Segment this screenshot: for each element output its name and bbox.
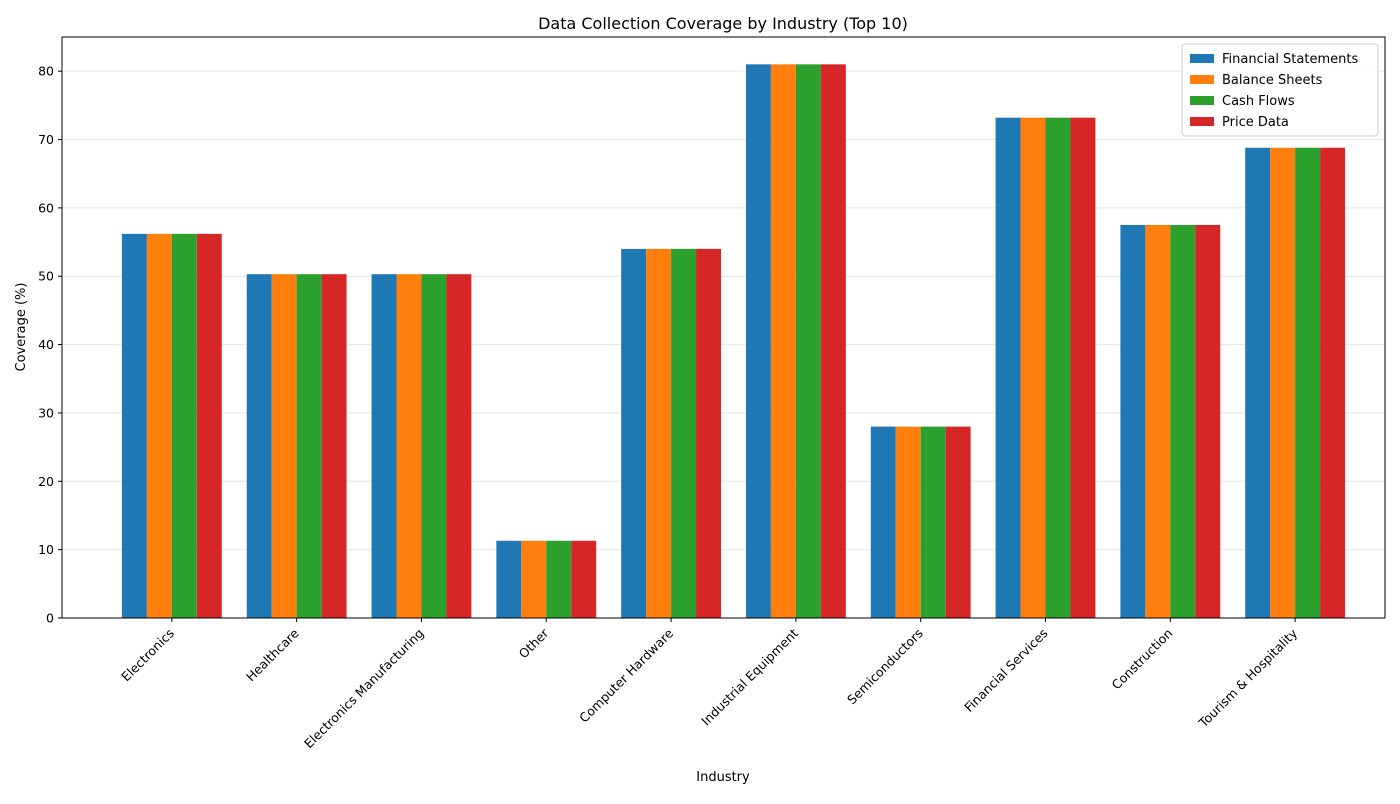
y-axis: 0 10 20 30 40 50 60 70 80 (38, 64, 62, 626)
bar (571, 540, 597, 618)
bars (121, 64, 1346, 619)
bar (196, 233, 222, 618)
legend-swatch (1190, 75, 1214, 84)
y-tick-label: 30 (38, 405, 54, 420)
y-tick-label: 40 (38, 337, 54, 352)
chart-title: Data Collection Coverage by Industry (To… (538, 14, 908, 33)
bar (1145, 224, 1171, 618)
y-tick-label: 80 (38, 64, 54, 79)
bar (121, 233, 147, 618)
bar (646, 248, 672, 619)
bar (371, 274, 397, 618)
bar (995, 117, 1021, 619)
x-tick-label: Computer Hardware (576, 625, 676, 725)
legend-swatch (1190, 117, 1214, 126)
bar (1245, 147, 1271, 619)
legend-swatch (1190, 96, 1214, 105)
x-tick-label: Healthcare (243, 625, 302, 684)
legend-label: Balance Sheets (1222, 73, 1323, 88)
bar (171, 233, 197, 618)
x-tick-label: Construction (1109, 626, 1176, 693)
legend[interactable]: Financial Statements Balance Sheets Cash F… (1181, 43, 1379, 137)
bar (1020, 117, 1046, 619)
x-tick-label: Financial Services (961, 626, 1050, 715)
bar (1295, 147, 1321, 619)
y-tick-label: 0 (46, 611, 54, 626)
x-axis: Electronics Healthcare Electronics Manufac… (118, 618, 1301, 751)
bar (296, 274, 322, 618)
legend-swatch (1190, 54, 1214, 63)
bar (770, 64, 796, 618)
bar (795, 64, 821, 618)
bar (1195, 224, 1221, 618)
bar (945, 426, 971, 618)
bar (870, 426, 896, 618)
x-tick-label: Tourism & Hospitality (1195, 625, 1301, 731)
bar (1170, 224, 1196, 618)
bar (1045, 117, 1071, 619)
y-tick-label: 50 (38, 269, 54, 284)
bar (671, 248, 697, 619)
legend-label: Financial Statements (1222, 52, 1358, 67)
x-tick-label: Semiconductors (844, 626, 926, 708)
bar (621, 248, 647, 619)
bar (895, 426, 921, 618)
legend-label: Cash Flows (1222, 94, 1295, 109)
bar (1120, 224, 1146, 618)
legend-label: Price Data (1222, 115, 1289, 130)
bar (745, 64, 771, 618)
bar (1070, 117, 1096, 619)
x-tick-label: Other (516, 625, 552, 661)
x-tick-label: Electronics Manufacturing (301, 626, 427, 752)
bar (321, 274, 347, 618)
bar (920, 426, 946, 618)
x-tick-label: Industrial Equipment (698, 625, 801, 728)
bar (1270, 147, 1296, 619)
x-tick-label: Electronics (118, 626, 177, 685)
y-tick-label: 60 (38, 200, 54, 215)
bar (421, 274, 447, 618)
bar (246, 274, 272, 618)
bar (546, 540, 572, 618)
x-axis-title: Industry (696, 770, 750, 785)
y-axis-title: Coverage (%) (14, 283, 29, 372)
y-tick-label: 70 (38, 132, 54, 147)
bar (1320, 147, 1346, 619)
bar (696, 248, 722, 619)
bar (146, 233, 172, 618)
bar (446, 274, 472, 618)
legend-box (1181, 43, 1379, 137)
y-tick-label: 20 (38, 474, 54, 489)
bar (496, 540, 522, 618)
bar (820, 64, 846, 618)
bar (271, 274, 297, 618)
plot-area-frame (61, 36, 1386, 619)
bar (521, 540, 547, 618)
bar (396, 274, 422, 618)
y-tick-label: 10 (38, 542, 54, 557)
